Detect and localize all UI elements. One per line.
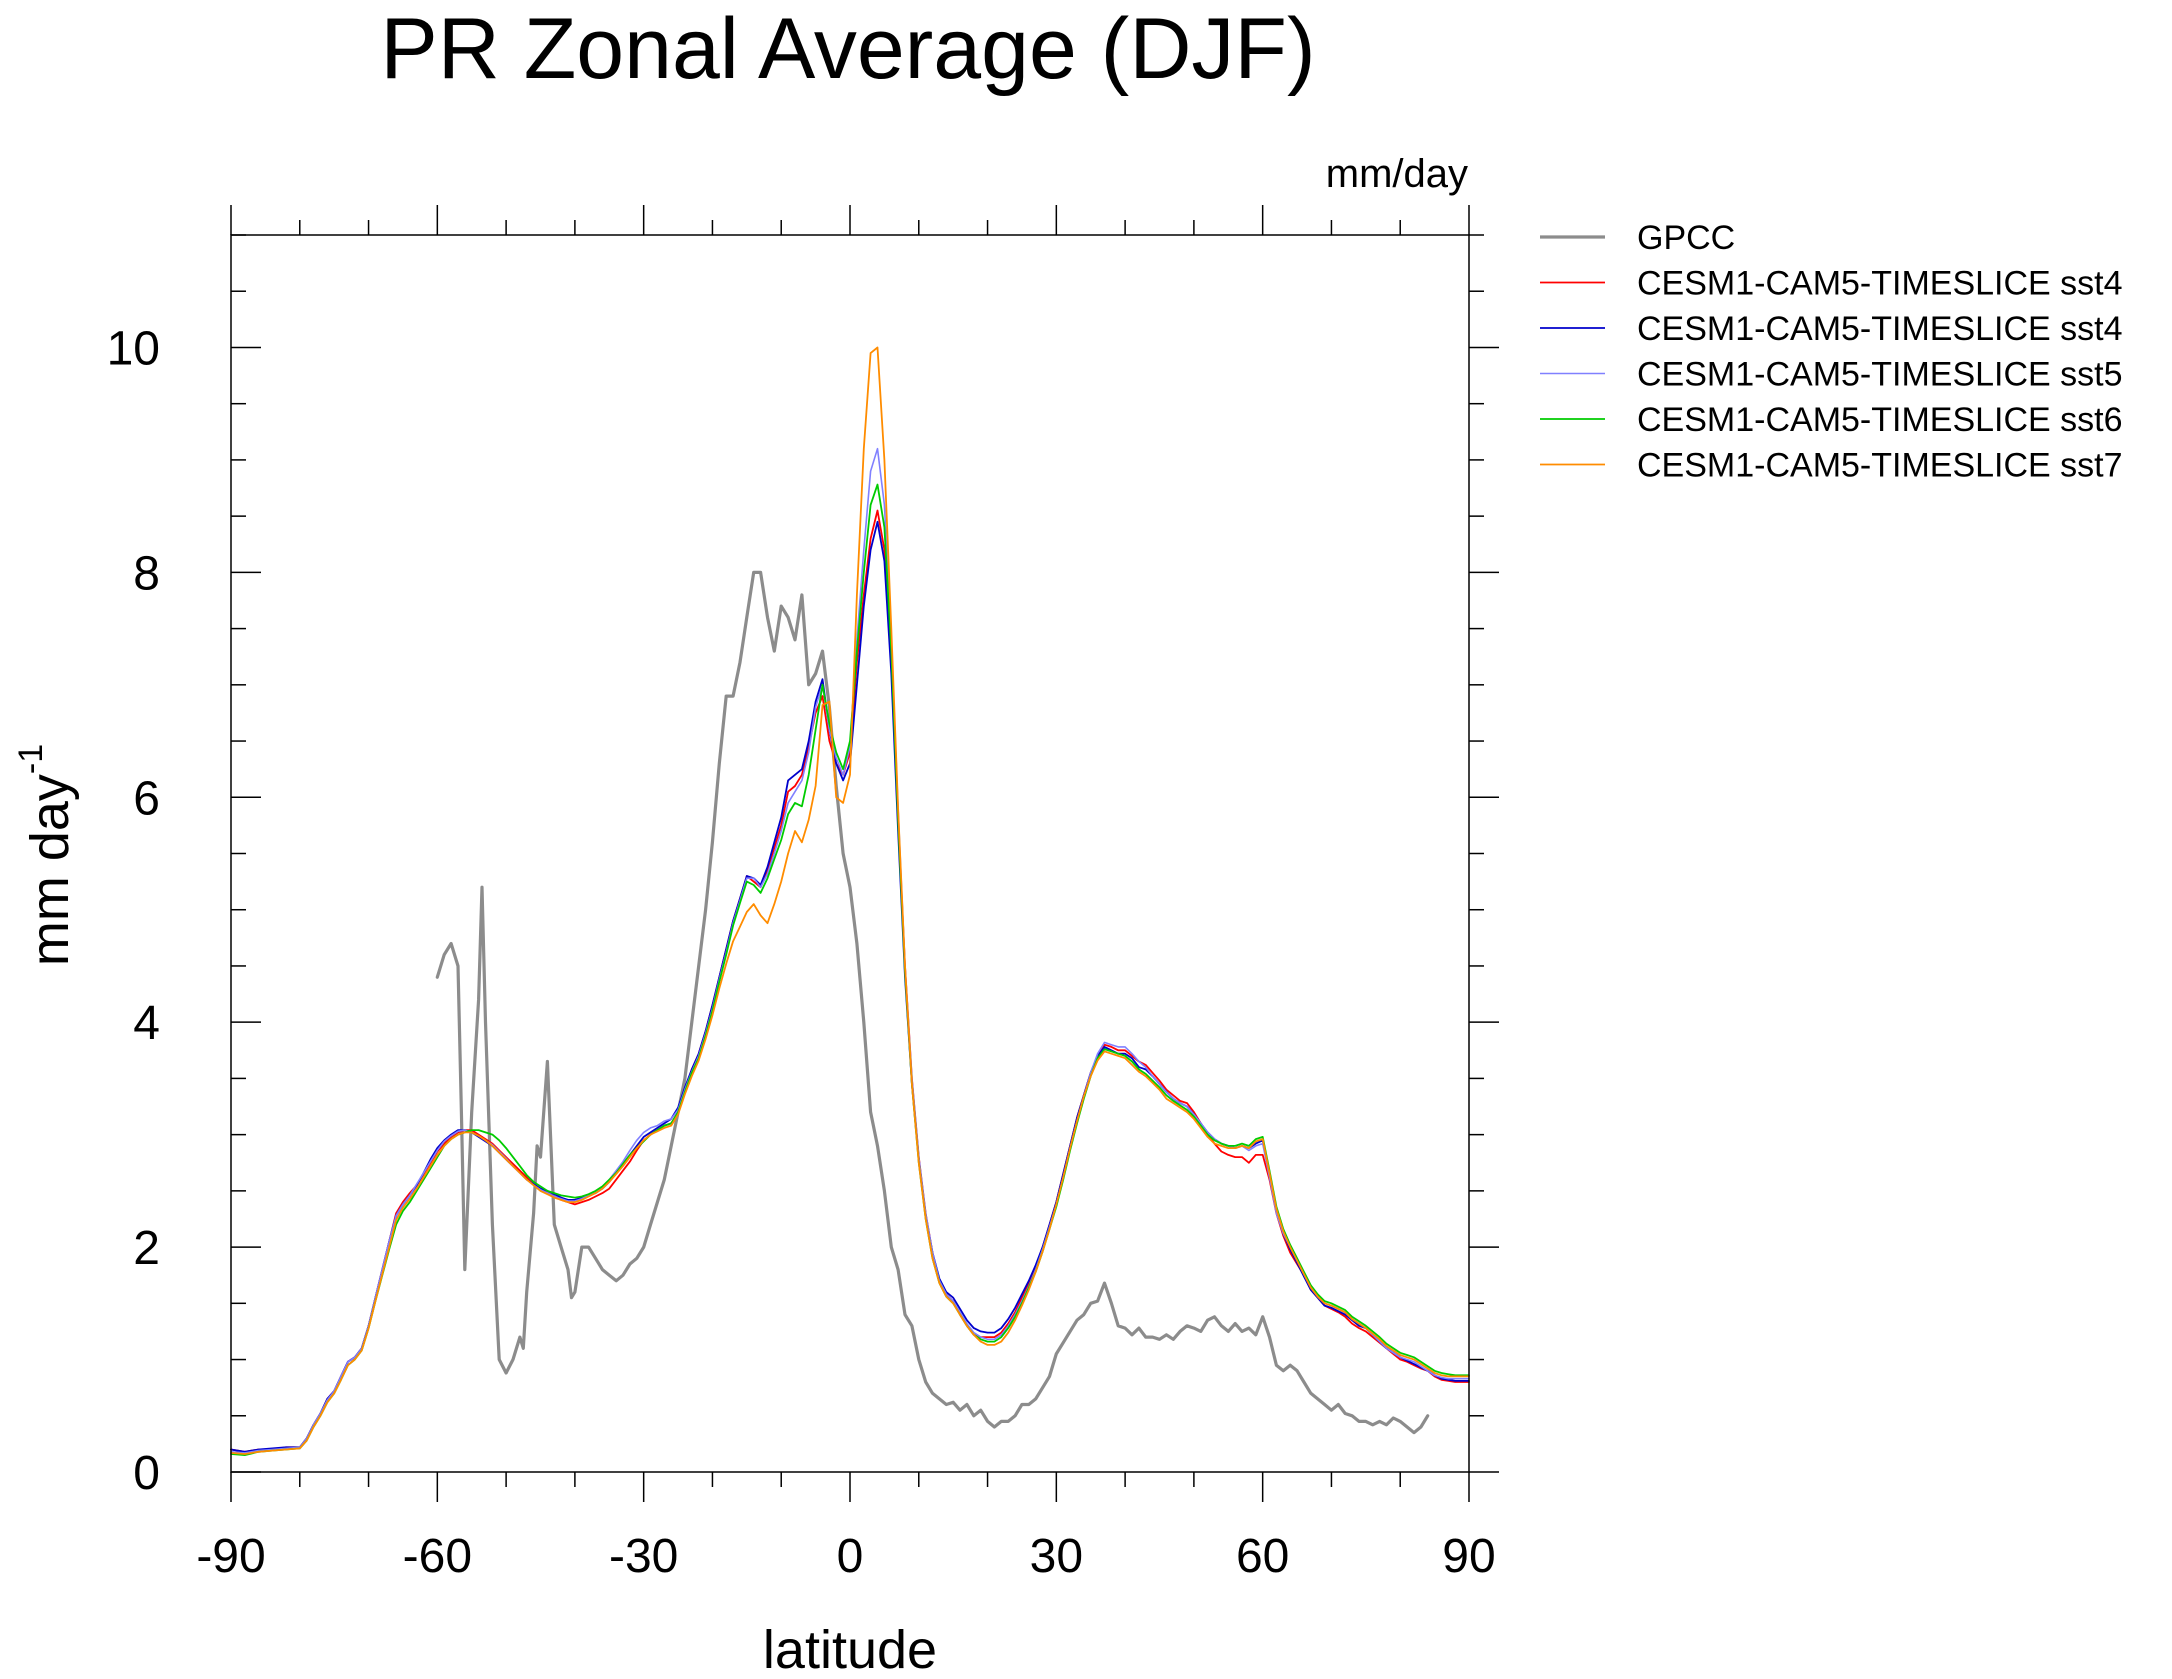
y-tick-label: 6 (133, 772, 160, 825)
series-line-model-5 (230, 346, 1470, 1455)
y-axis-label-text: mm day (20, 774, 80, 966)
y-tick-label: 10 (107, 322, 160, 375)
legend-label: CESM1-CAM5-TIMESLICE sst6 (1637, 401, 2123, 439)
x-tick-label: -30 (609, 1530, 678, 1583)
x-tick-label: 60 (1236, 1530, 1289, 1583)
legend-label: CESM1-CAM5-TIMESLICE sst4 (1637, 310, 2123, 348)
series-line-model-3 (230, 447, 1470, 1454)
legend-label: GPCC (1637, 219, 1735, 257)
series-line-model-2 (230, 520, 1470, 1453)
series-line-model-4 (230, 483, 1470, 1456)
x-tick-label: 0 (837, 1530, 864, 1583)
legend-label: CESM1-CAM5-TIMESLICE sst4 (1637, 265, 2123, 303)
series-line-gpcc (435, 570, 1430, 1435)
y-tick-label: 8 (133, 547, 160, 600)
series-layer (230, 346, 1470, 1456)
legend: GPCC CESM1-CAM5-TIMESLICE sst4 CESM1-CAM5-… (1540, 219, 2123, 485)
axis-ticks (230, 205, 1499, 1502)
x-axis-label: latitude (763, 1620, 937, 1679)
y-tick-label: 4 (133, 997, 160, 1050)
y-tick-label: 2 (133, 1222, 160, 1275)
y-axis-label: mm day-1 (12, 744, 80, 966)
legend-label: CESM1-CAM5-TIMESLICE sst5 (1637, 356, 2123, 394)
x-tick-label: 90 (1442, 1530, 1495, 1583)
series-line-model-1 (230, 509, 1470, 1453)
x-tick-label: -60 (403, 1530, 472, 1583)
x-tick-label: -90 (196, 1530, 265, 1583)
x-tick-label: 30 (1030, 1530, 1083, 1583)
legend-label: CESM1-CAM5-TIMESLICE sst7 (1637, 447, 2123, 485)
y-axis-label-exponent: -1 (12, 744, 50, 774)
units-label: mm/day (1326, 152, 1468, 196)
plot-area-frame (230, 234, 1470, 1473)
y-tick-label: 0 (133, 1447, 160, 1500)
chart-title: PR Zonal Average (DJF) (380, 1, 1315, 97)
tick-labels: -90 -60 -30 0 30 60 90 0 2 4 6 8 10 (107, 322, 1496, 1583)
